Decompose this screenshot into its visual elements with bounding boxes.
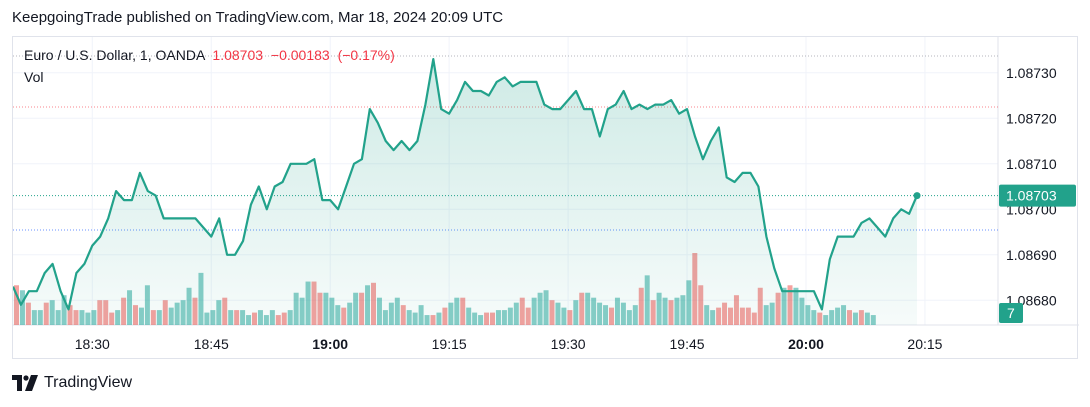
y-tick-label: 1.08690 <box>1006 247 1057 263</box>
x-tick-label: 19:45 <box>670 336 705 352</box>
x-tick-label: 20:15 <box>907 336 942 352</box>
price-change: −0.00183 <box>270 47 330 63</box>
last-price: 1.08703 <box>212 47 264 63</box>
last-price-dot <box>913 192 921 200</box>
price-area <box>13 58 921 325</box>
tradingview-wordmark: TradingView <box>44 374 133 391</box>
price-chart[interactable]: 1.086801.086901.087001.087101.087201.087… <box>13 37 1079 360</box>
x-tick-label: 18:45 <box>194 336 229 352</box>
x-tick-label: 19:30 <box>551 336 586 352</box>
last-price-badge-label: 1.08703 <box>1006 188 1057 204</box>
price-change-pct: (−0.17%) <box>337 47 395 63</box>
x-tick-label: 18:30 <box>75 336 110 352</box>
y-tick-label: 1.08720 <box>1006 110 1057 126</box>
tradingview-logo[interactable]: TradingView <box>12 374 132 392</box>
x-tick-label: 19:00 <box>312 336 348 352</box>
time-axis: 18:30 18:45 19:00 19:15 19:30 19:45 20:00 20:15 <box>75 336 943 352</box>
volume-badge-label: 7 <box>1007 305 1015 321</box>
y-tick-label: 1.08710 <box>1006 156 1057 172</box>
published-header: KeepgoingTrade published on TradingView.… <box>12 9 504 26</box>
price-badges: 1.08703 7 <box>999 184 1076 323</box>
chart-legend: Euro / U.S. Dollar, 1, OANDA 1.08703 −0.… <box>24 47 395 63</box>
y-tick-label: 1.08730 <box>1006 65 1057 81</box>
chart-frame[interactable]: 1.08680 1.08690 1.08700 1.08710 1.08720 1.087… <box>12 36 1079 360</box>
x-tick-label: 20:00 <box>788 336 824 352</box>
volume-badge <box>999 303 1023 323</box>
symbol-title: Euro / U.S. Dollar, 1, OANDA <box>24 47 205 63</box>
x-tick-label: 19:15 <box>432 336 467 352</box>
volume-label: Vol <box>24 69 44 85</box>
last-price-badge <box>999 184 1076 207</box>
tradingview-logo-icon <box>12 375 38 391</box>
price-line <box>13 58 919 311</box>
